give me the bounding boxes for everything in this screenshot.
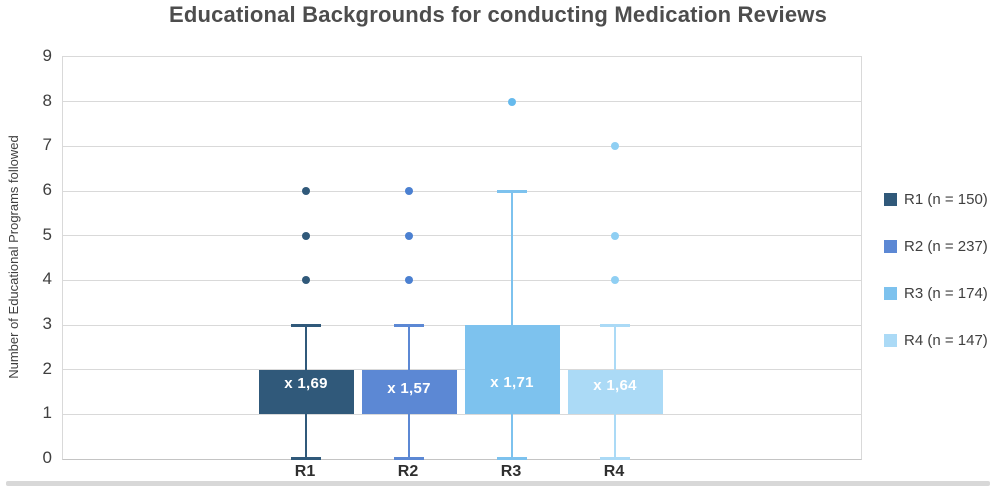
plot-area: x 1,69 x 1,57 x 1,71 x 1,64 xyxy=(62,56,862,460)
outlier-R2-4 xyxy=(405,276,413,285)
y-tick-label-9: 9 xyxy=(42,46,52,65)
whisker-cap-top-R4 xyxy=(600,324,630,327)
outlier-R4-5 xyxy=(611,231,619,240)
x-tick-label-R4: R4 xyxy=(603,463,625,480)
whisker-cap-bottom-R2 xyxy=(394,457,424,460)
whisker-cap-bottom-R4 xyxy=(600,457,630,460)
y-tick-label-6: 6 xyxy=(42,180,52,199)
whisker-upper-R4 xyxy=(614,325,616,370)
box-R3 xyxy=(464,325,560,415)
whisker-lower-R4 xyxy=(614,414,616,459)
legend-swatch-R1 xyxy=(884,192,897,206)
legend-item-R4: R4 (n = 147) xyxy=(884,331,988,349)
gridline-y7 xyxy=(63,145,861,147)
mean-label-R3: x 1,71 xyxy=(490,373,534,391)
outlier-R1-6 xyxy=(302,187,310,195)
whisker-cap-top-R2 xyxy=(394,324,424,327)
whisker-cap-top-R3 xyxy=(497,190,527,193)
whisker-upper-R2 xyxy=(408,325,410,370)
legend-swatch-R2 xyxy=(884,239,897,253)
y-tick-label-0: 0 xyxy=(42,448,52,467)
mean-label-R1: x 1,69 xyxy=(284,374,328,392)
y-tick-label-2: 2 xyxy=(42,358,52,378)
legend-item-R3: R3 (n = 174) xyxy=(884,284,988,302)
outlier-R2-5 xyxy=(405,231,413,240)
y-tick-label-1: 1 xyxy=(42,403,52,423)
gridline-y5 xyxy=(63,235,861,237)
whisker-cap-top-R1 xyxy=(291,324,321,327)
gridline-y2 xyxy=(63,369,861,371)
box-R4 xyxy=(567,369,663,415)
chart-title: Educational Backgrounds for conducting M… xyxy=(168,2,828,27)
y-tick-label-4: 4 xyxy=(42,269,52,289)
gridline-y4 xyxy=(63,279,861,281)
legend-item-R1: R1 (n = 150) xyxy=(884,190,988,208)
box-R1 xyxy=(258,369,354,415)
legend-swatch-R3 xyxy=(884,286,897,300)
outlier-R3-8 xyxy=(508,97,516,106)
mean-label-R4: x 1,64 xyxy=(593,376,637,394)
legend-label-R3: R3 (n = 174) xyxy=(904,284,988,302)
legend-swatch-R4 xyxy=(884,333,897,347)
legend-item-R2: R2 (n = 237) xyxy=(884,237,988,255)
x-tick-label-R2: R2 xyxy=(397,463,419,480)
outlier-R1-5 xyxy=(302,231,310,240)
whisker-lower-R3 xyxy=(511,414,513,459)
whisker-cap-bottom-R3 xyxy=(497,457,527,460)
gridline-y1 xyxy=(63,413,861,415)
box-R2 xyxy=(361,369,457,415)
outlier-R4-4 xyxy=(611,276,619,285)
legend-label-R1: R1 (n = 150) xyxy=(904,190,988,208)
bottom-divider xyxy=(6,481,990,486)
x-tick-label-R3: R3 xyxy=(500,463,522,480)
legend-label-R4: R4 (n = 147) xyxy=(904,331,988,349)
whisker-lower-R2 xyxy=(408,414,410,459)
outlier-R4-7 xyxy=(611,142,619,151)
gridline-y3 xyxy=(63,324,861,326)
y-tick-label-7: 7 xyxy=(42,135,52,155)
y-axis-title: Number of Educational Programs followed xyxy=(6,135,21,379)
gridline-y6 xyxy=(63,190,861,192)
mean-label-R2: x 1,57 xyxy=(387,379,431,397)
whisker-upper-R3 xyxy=(511,191,513,325)
y-tick-label-3: 3 xyxy=(42,314,52,333)
legend-label-R2: R2 (n = 237) xyxy=(904,237,988,255)
x-tick-label-R1: R1 xyxy=(294,463,316,480)
y-tick-label-8: 8 xyxy=(42,90,52,110)
whisker-cap-bottom-R1 xyxy=(291,457,321,460)
whisker-lower-R1 xyxy=(305,414,307,459)
gridline-y8 xyxy=(63,101,861,103)
y-tick-label-5: 5 xyxy=(42,224,52,244)
outlier-R1-4 xyxy=(302,276,310,285)
whisker-upper-R1 xyxy=(305,325,307,370)
outlier-R2-6 xyxy=(405,187,413,195)
